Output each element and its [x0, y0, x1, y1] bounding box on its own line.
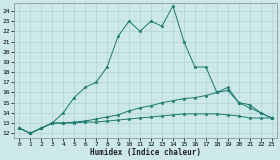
X-axis label: Humidex (Indice chaleur): Humidex (Indice chaleur) — [90, 148, 201, 157]
